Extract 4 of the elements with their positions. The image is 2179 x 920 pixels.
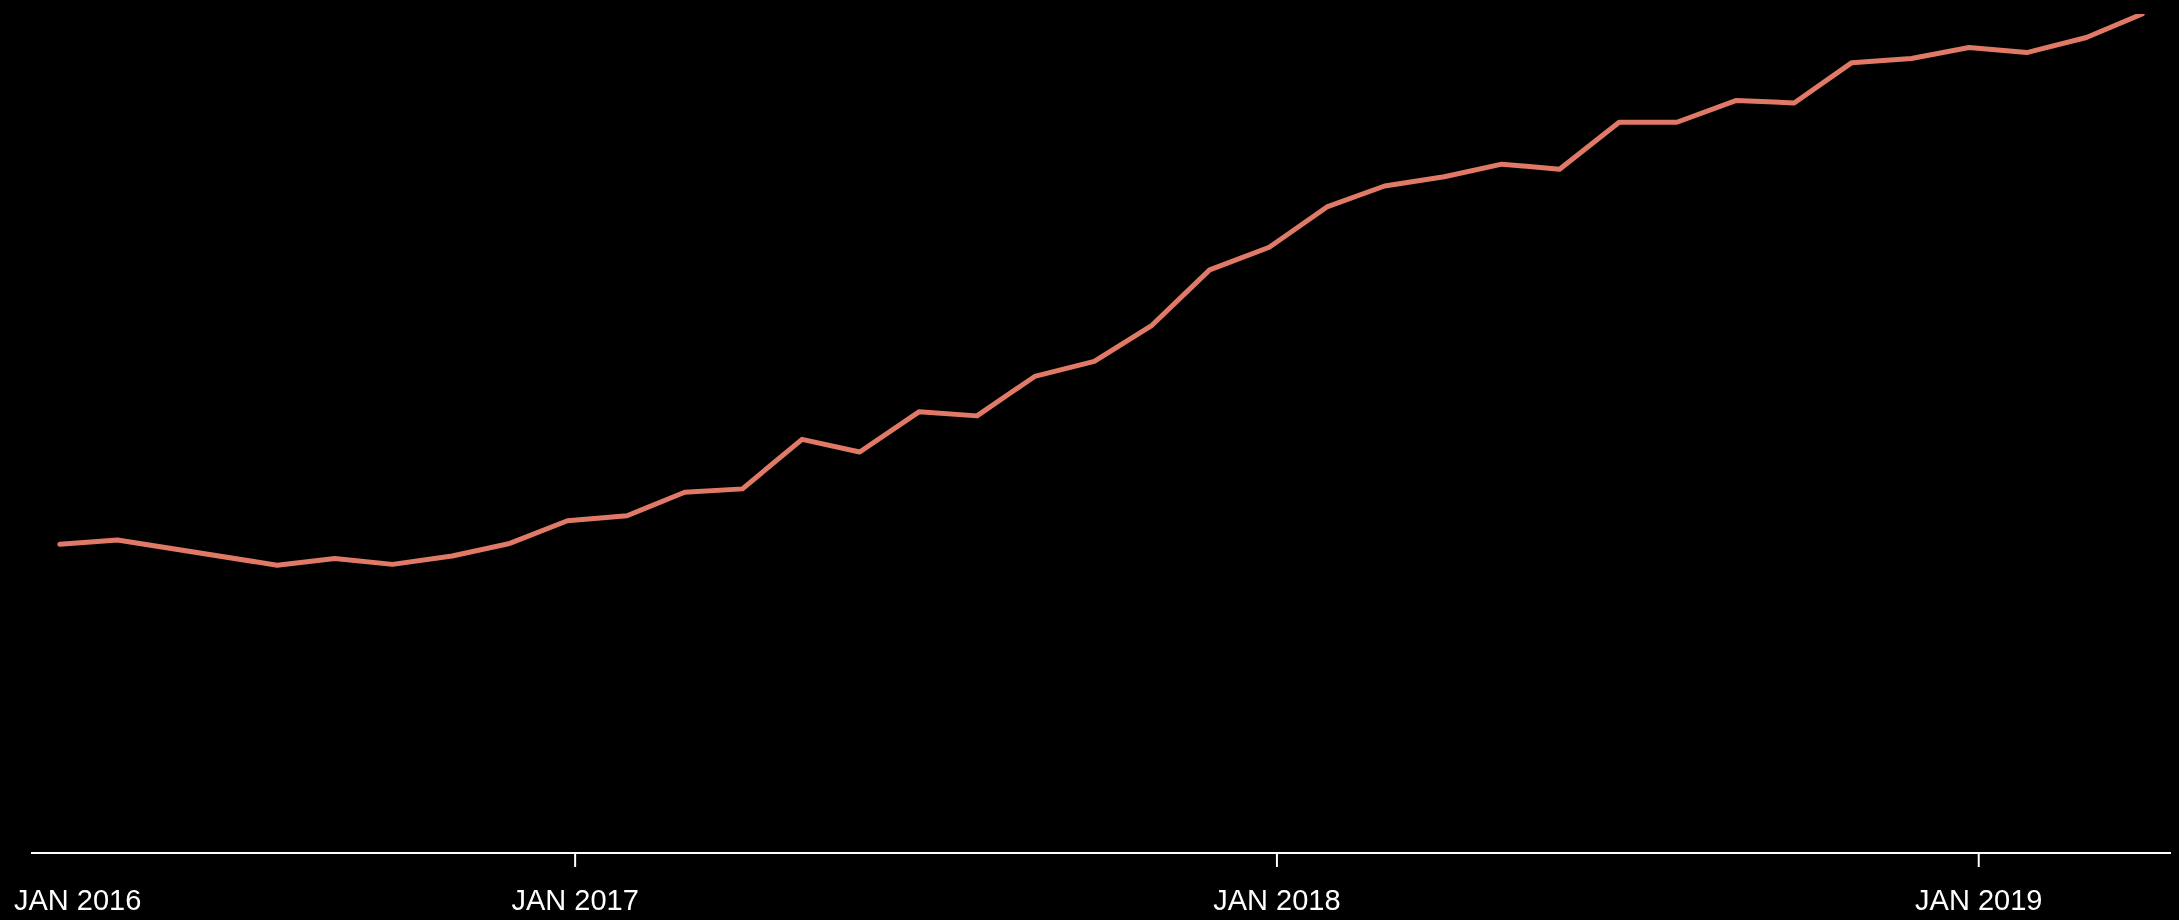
x-tick-label: JAN 2019 xyxy=(1915,883,2043,916)
text: JAN 2016 xyxy=(14,883,142,916)
x-tick-label: JAN 2017 xyxy=(511,883,639,916)
x-tick-label: JAN 2018 xyxy=(1213,883,1341,916)
